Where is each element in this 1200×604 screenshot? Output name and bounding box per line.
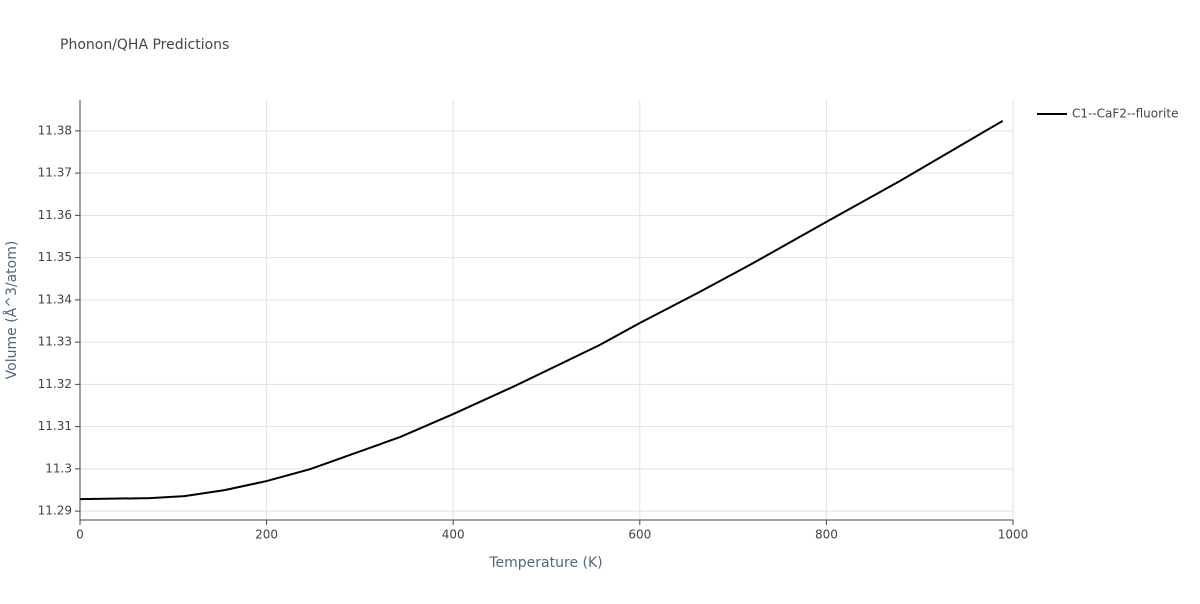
- chart-title: Phonon/QHA Predictions: [60, 37, 229, 53]
- y-tick-label: 11.31: [38, 419, 72, 433]
- line-series: [79, 119, 1004, 501]
- y-tick-label: 11.29: [38, 504, 72, 518]
- x-tick-label: 200: [255, 528, 278, 542]
- y-tick-label: 11.33: [38, 335, 72, 349]
- x-axis-title: Temperature (K): [488, 555, 602, 571]
- x-tick-label: 800: [815, 528, 838, 542]
- y-tick-label: 11.35: [38, 250, 72, 264]
- y-tick-label: 11.38: [38, 123, 72, 137]
- x-tick-label: 1000: [998, 528, 1029, 542]
- y-tick-label: 11.36: [38, 208, 72, 222]
- y-tick-label: 11.3: [45, 461, 72, 475]
- y-axis-title: Volume (Å^3/atom): [3, 241, 20, 380]
- y-tick-label: 11.34: [38, 292, 72, 306]
- x-tick-label: 0: [76, 528, 84, 542]
- x-tick-label: 400: [442, 528, 465, 542]
- y-tick-label: 11.32: [38, 377, 72, 391]
- legend-label: C1--CaF2--fluorite: [1072, 107, 1178, 121]
- y-tick-label: 11.37: [38, 166, 72, 180]
- x-tick-label: 600: [628, 528, 651, 542]
